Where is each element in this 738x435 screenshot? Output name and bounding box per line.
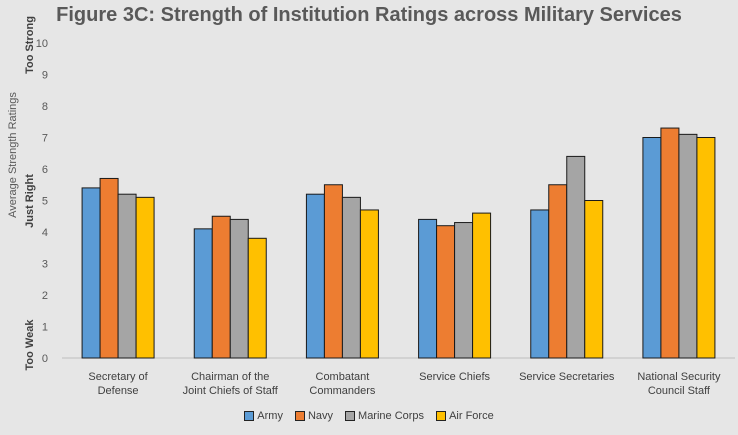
legend-item: Army [244, 410, 283, 422]
bar-marine-corps [678, 133, 698, 359]
legend-swatch [294, 411, 305, 421]
legend-swatch [436, 411, 447, 421]
y-tick-labels: 0 1 2 3 4 5 6 7 8 9 10 [36, 38, 48, 365]
y-tick-label: 10 [36, 38, 48, 50]
category-label: Joint Chiefs of Staff [183, 385, 279, 397]
legend-label: Army [257, 410, 283, 422]
bar-navy [99, 177, 119, 359]
bar-air-force [584, 200, 604, 359]
bar-army [642, 137, 662, 359]
category-label: Commanders [309, 385, 376, 397]
category-label: National Security [637, 371, 721, 383]
chart-title: Figure 3C: Strength of Institution Ratin… [56, 4, 682, 26]
bar-navy [436, 225, 456, 359]
y-tick-label: 2 [42, 290, 48, 302]
y-label-just-right: Just Right [24, 174, 36, 228]
y-tick-label: 0 [42, 353, 48, 365]
legend-item: Air Force [436, 410, 494, 422]
legend-swatch [244, 411, 255, 421]
category-label: Service Chiefs [419, 371, 490, 383]
bar-navy [323, 184, 343, 359]
y-axis-title: Average Strength Ratings [7, 92, 19, 218]
legend-label: Air Force [449, 410, 494, 422]
category-label: Defense [98, 385, 139, 397]
bar-air-force [472, 212, 492, 359]
bar-air-force [247, 237, 267, 359]
y-tick-label: 6 [42, 164, 48, 176]
bar-marine-corps [117, 193, 137, 359]
y-tick-label: 8 [42, 101, 48, 113]
legend-label: Marine Corps [358, 410, 425, 422]
category-label: Service Secretaries [519, 371, 615, 383]
bar-army [418, 218, 438, 359]
bar-air-force [135, 196, 155, 359]
bar-army [81, 187, 101, 359]
y-label-too-weak: Too Weak [24, 319, 36, 371]
category-labels: Secretary of Defense Chairman of the Joint … [88, 371, 721, 397]
y-tick-label: 1 [42, 322, 48, 334]
y-tick-label: 7 [42, 133, 48, 145]
category-label: Chairman of the [191, 371, 269, 383]
y-tick-label: 4 [42, 227, 48, 239]
y-tick-label: 5 [42, 196, 48, 208]
bars-group [81, 127, 716, 359]
category-label: Secretary of [88, 371, 148, 383]
category-label: Council Staff [648, 385, 711, 397]
bar-navy [660, 127, 680, 359]
bar-army [530, 209, 550, 359]
bar-navy [211, 215, 231, 359]
bar-army [305, 193, 325, 359]
legend-item: Navy [294, 410, 334, 422]
legend-label: Navy [307, 410, 334, 422]
bar-air-force [696, 137, 716, 359]
bar-air-force [359, 209, 379, 359]
bar-marine-corps [229, 218, 249, 359]
bar-army [193, 228, 213, 359]
y-tick-label: 3 [42, 259, 48, 271]
legend: Army Navy Marine Corps Air Force [0, 410, 738, 422]
y-label-too-strong: Too Strong [24, 16, 36, 74]
legend-item: Marine Corps [345, 410, 424, 422]
bar-marine-corps [341, 196, 361, 359]
y-tick-label: 9 [42, 70, 48, 82]
bar-marine-corps [454, 222, 474, 359]
bar-marine-corps [566, 155, 586, 359]
legend-swatch [345, 411, 356, 421]
bar-navy [548, 184, 568, 359]
category-label: Combatant [316, 371, 370, 383]
y-axis-labels: Average Strength Ratings Too Strong Just… [7, 16, 36, 370]
